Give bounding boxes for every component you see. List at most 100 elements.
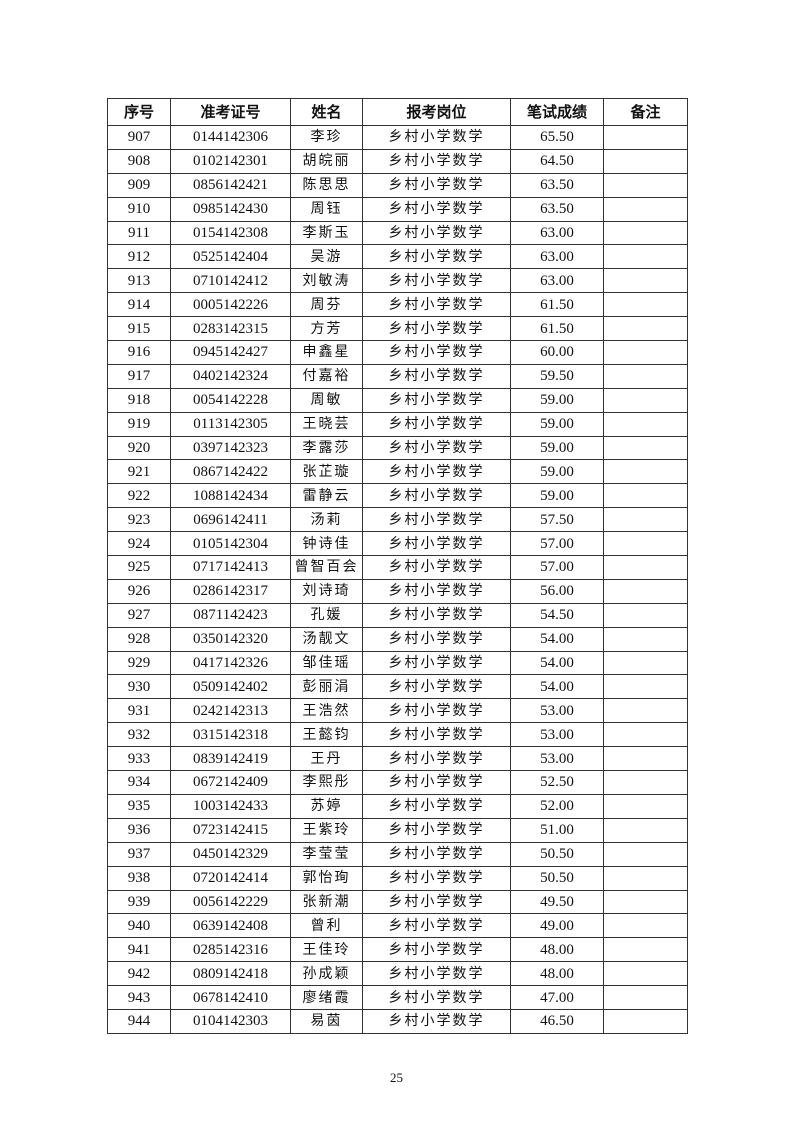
remark-cell [603,650,688,676]
ticket-no-cell: 0871142423 [170,602,291,628]
remark-cell [603,889,688,915]
table-row: 942 0809142418 孙成颖 乡村小学数学 48.00 [107,961,688,987]
remark-cell [603,865,688,891]
ticket-no-cell: 0717142413 [170,555,291,580]
position-cell: 乡村小学数学 [362,125,511,150]
table-row: 938 0720142414 郭怡珣 乡村小学数学 50.50 [107,865,688,891]
ticket-no-cell: 0525142404 [170,244,291,270]
seq-cell: 941 [107,937,171,963]
position-cell: 乡村小学数学 [362,172,511,198]
ticket-no-cell: 0054142228 [170,387,291,413]
position-cell: 乡村小学数学 [362,316,511,342]
position-cell: 乡村小学数学 [362,961,511,987]
seq-cell: 937 [107,841,171,867]
score-cell: 59.00 [510,435,604,461]
ticket-no-cell: 0696142411 [170,507,291,533]
position-cell: 乡村小学数学 [362,555,511,580]
table-row: 921 0867142422 张芷璇 乡村小学数学 59.00 [107,459,688,485]
page-number: 25 [390,1070,403,1085]
score-cell: 54.50 [510,602,604,628]
ticket-no-cell: 0417142326 [170,650,291,676]
position-cell: 乡村小学数学 [362,220,511,246]
remark-cell [603,268,688,294]
position-cell: 乡村小学数学 [362,841,511,867]
ticket-no-cell: 0350142320 [170,626,291,652]
name-cell: 钟诗佳 [290,531,363,557]
remark-cell [603,793,688,819]
name-cell: 周敏 [290,387,363,413]
name-cell: 张新潮 [290,889,363,915]
table-row: 943 0678142410 廖绪霞 乡村小学数学 47.00 [107,985,688,1010]
table-row: 925 0717142413 曾智百会 乡村小学数学 57.00 [107,555,688,580]
name-cell: 李露莎 [290,435,363,461]
name-cell: 王佳玲 [290,937,363,963]
score-cell: 52.00 [510,793,604,819]
seq-cell: 918 [107,387,171,413]
position-cell: 乡村小学数学 [362,985,511,1010]
remark-cell [603,578,688,604]
seq-cell: 926 [107,578,171,604]
name-cell: 刘诗琦 [290,578,363,604]
score-cell: 56.00 [510,578,604,604]
table-row: 930 0509142402 彭丽涓 乡村小学数学 54.00 [107,674,688,700]
position-cell: 乡村小学数学 [362,746,511,772]
remark-cell [603,244,688,270]
seq-cell: 925 [107,555,171,580]
seq-cell: 944 [107,1008,171,1034]
score-cell: 59.00 [510,483,604,509]
seq-cell: 922 [107,483,171,509]
table-row: 922 1088142434 雷静云 乡村小学数学 59.00 [107,483,688,509]
score-cell: 48.00 [510,937,604,963]
position-cell: 乡村小学数学 [362,292,511,318]
seq-cell: 907 [107,125,171,150]
name-cell: 孙成颖 [290,961,363,987]
name-cell: 付嘉裕 [290,363,363,389]
ticket-no-cell: 0710142412 [170,268,291,294]
seq-cell: 927 [107,602,171,628]
position-cell: 乡村小学数学 [362,937,511,963]
header-name: 姓名 [290,98,363,126]
table-row: 939 0056142229 张新潮 乡村小学数学 49.50 [107,889,688,915]
seq-cell: 933 [107,746,171,772]
name-cell: 王浩然 [290,698,363,724]
score-cell: 63.00 [510,220,604,246]
position-cell: 乡村小学数学 [362,865,511,891]
score-cell: 50.50 [510,841,604,867]
ticket-no-cell: 0144142306 [170,125,291,150]
name-cell: 李斯玉 [290,220,363,246]
ticket-no-cell: 0286142317 [170,578,291,604]
position-cell: 乡村小学数学 [362,1008,511,1034]
table-row: 924 0105142304 钟诗佳 乡村小学数学 57.00 [107,531,688,557]
position-cell: 乡村小学数学 [362,817,511,843]
score-cell: 49.00 [510,913,604,939]
seq-cell: 923 [107,507,171,533]
position-cell: 乡村小学数学 [362,793,511,819]
position-cell: 乡村小学数学 [362,196,511,222]
name-cell: 汤莉 [290,507,363,533]
position-cell: 乡村小学数学 [362,698,511,724]
ticket-no-cell: 0639142408 [170,913,291,939]
remark-cell [603,387,688,413]
score-cell: 63.50 [510,196,604,222]
ticket-no-cell: 0945142427 [170,340,291,365]
position-cell: 乡村小学数学 [362,387,511,413]
score-cell: 47.00 [510,985,604,1010]
score-cell: 48.00 [510,961,604,987]
seq-cell: 935 [107,793,171,819]
name-cell: 张芷璇 [290,459,363,485]
score-cell: 51.00 [510,817,604,843]
ticket-no-cell: 0450142329 [170,841,291,867]
remark-cell [603,1008,688,1034]
table-row: 913 0710142412 刘敏涛 乡村小学数学 63.00 [107,268,688,294]
table-row: 936 0723142415 王紫玲 乡村小学数学 51.00 [107,817,688,843]
remark-cell [603,435,688,461]
score-cell: 57.00 [510,531,604,557]
ticket-no-cell: 0285142316 [170,937,291,963]
table-row: 940 0639142408 曾利 乡村小学数学 49.00 [107,913,688,939]
header-remark: 备注 [603,98,688,126]
ticket-no-cell: 0985142430 [170,196,291,222]
score-table: 序号 准考证号 姓名 报考岗位 笔试成绩 备注 907 0144142306 李珍乡… [107,98,688,1034]
seq-cell: 938 [107,865,171,891]
score-cell: 65.50 [510,125,604,150]
ticket-no-cell: 0315142318 [170,722,291,748]
